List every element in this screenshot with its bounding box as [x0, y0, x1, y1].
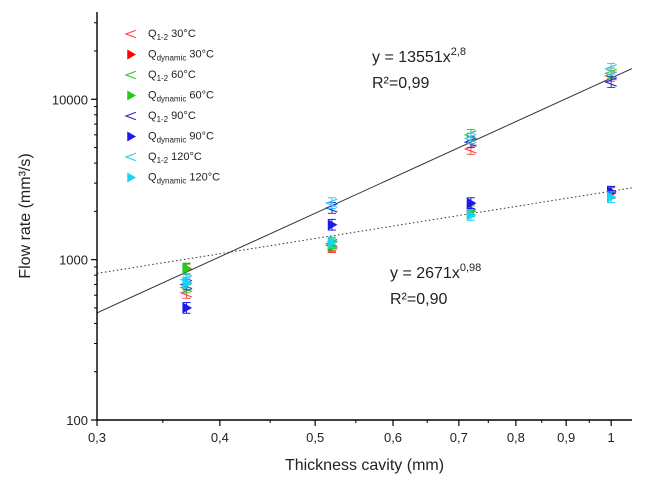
- x-tick-label: 0,5: [306, 430, 324, 445]
- data-point-s5-p0: [182, 302, 193, 314]
- legend-subscript: dynamic: [157, 136, 187, 145]
- y-tick-label: 10000: [52, 92, 88, 107]
- legend-main: Q: [148, 131, 157, 143]
- legend-tail: 90°C: [168, 110, 196, 122]
- legend-subscript: dynamic: [157, 177, 187, 186]
- data-point-s6-p2: [463, 133, 477, 144]
- data-point-s5-p2: [466, 197, 477, 209]
- legend-tail: 90°C: [186, 131, 214, 143]
- legend-marker: [124, 152, 137, 162]
- legend-tail: 120°C: [168, 151, 202, 163]
- legend-label: Q1-2 30°C: [148, 28, 196, 42]
- legend-marker: [124, 29, 137, 39]
- tick-labels: 0,3 0,4 0,5 0,6 0,7 0,8 0,9 1 100 1000 10000: [52, 92, 615, 445]
- legend-tail: 30°C: [168, 28, 196, 40]
- equation-exponent: 2,8: [451, 46, 466, 58]
- data-point-s2-p3: [603, 68, 617, 79]
- legend-label: Q1-2 90°C: [148, 110, 196, 124]
- data-point-s6-p3: [603, 64, 617, 74]
- data-point-s2-p2: [463, 130, 477, 140]
- data-point-s4-p1: [324, 203, 338, 213]
- legend-main: Q: [148, 69, 157, 81]
- legend-main: Q: [148, 49, 157, 61]
- legend-marker: [127, 90, 136, 101]
- x-tick-label: 0,8: [507, 430, 525, 445]
- data-point-s3-p0: [182, 263, 193, 275]
- data-point-s7-p0: [182, 277, 193, 289]
- fit-line-0: [97, 68, 632, 314]
- legend-marker: [127, 131, 136, 142]
- x-tick-label: 1: [608, 430, 615, 445]
- x-tick-label: 0,6: [384, 430, 402, 445]
- data-point-s6-p1: [324, 198, 338, 208]
- x-tick-label: 0,9: [557, 430, 575, 445]
- fit-equation-1: y = 2671x0,98: [390, 262, 481, 282]
- legend-main: Q: [148, 110, 157, 122]
- legend-main: Q: [148, 28, 157, 40]
- legend-label: Qdynamic 90°C: [148, 131, 214, 145]
- legend-marker: [124, 111, 137, 121]
- data-point-s0-p2: [463, 144, 477, 154]
- fit-line-1: [97, 187, 632, 274]
- legend-label: Qdynamic 60°C: [148, 90, 214, 104]
- equation-main: y = 2671x: [390, 265, 460, 282]
- fit-r2-1: R²=0,90: [390, 291, 447, 308]
- fit-equations: y = 13551x2,8 R²=0,99 y = 2671x0,98 R²=0,90: [372, 46, 481, 308]
- fit-r2-0: R²=0,99: [372, 75, 429, 92]
- legend-main: Q: [148, 151, 157, 163]
- equation-exponent: 0,98: [460, 262, 481, 274]
- y-tick-label: 100: [66, 413, 88, 428]
- legend-subscript: 1-2: [157, 115, 169, 124]
- legend-tail: 60°C: [168, 69, 196, 81]
- axes: [91, 12, 632, 426]
- x-axis-title: Thickness cavity (mm): [285, 457, 444, 474]
- x-tick-label: 0,7: [450, 430, 468, 445]
- legend-marker: [127, 49, 136, 60]
- data-point-s5-p1: [327, 219, 338, 231]
- data-point-s4-p2: [463, 137, 477, 147]
- x-tick-label: 0,3: [88, 430, 106, 445]
- fit-equation-0: y = 13551x2,8: [372, 46, 466, 66]
- legend-tail: 120°C: [186, 172, 220, 184]
- fit-lines: [97, 68, 632, 314]
- legend-marker: [124, 70, 137, 80]
- data-point-s7-p3: [607, 191, 617, 203]
- legend-label: Qdynamic 120°C: [148, 172, 220, 186]
- legend-tail: 30°C: [186, 49, 214, 61]
- legend-subscript: dynamic: [157, 95, 187, 104]
- data-points: [179, 62, 617, 314]
- y-tick-label: 1000: [59, 253, 88, 268]
- data-point-s7-p1: [327, 236, 338, 248]
- legend-main: Q: [148, 90, 157, 102]
- legend-subscript: 1-2: [157, 74, 169, 83]
- legend-main: Q: [148, 172, 157, 184]
- data-point-s4-p3: [603, 77, 617, 87]
- legend-subscript: 1-2: [157, 33, 169, 42]
- legend-subscript: dynamic: [157, 54, 187, 63]
- legend-marker: [127, 172, 136, 183]
- legend-subscript: 1-2: [157, 156, 169, 165]
- y-axis-title: Flow rate (mm³/s): [17, 153, 34, 278]
- legend-label: Q1-2 60°C: [148, 69, 196, 83]
- equation-main: y = 13551x: [372, 49, 451, 66]
- legend-label: Q1-2 120°C: [148, 151, 202, 165]
- legend-tail: 60°C: [186, 90, 214, 102]
- data-point-s7-p2: [466, 209, 477, 221]
- legend-label: Qdynamic 30°C: [148, 49, 214, 63]
- x-tick-label: 0,4: [211, 430, 229, 445]
